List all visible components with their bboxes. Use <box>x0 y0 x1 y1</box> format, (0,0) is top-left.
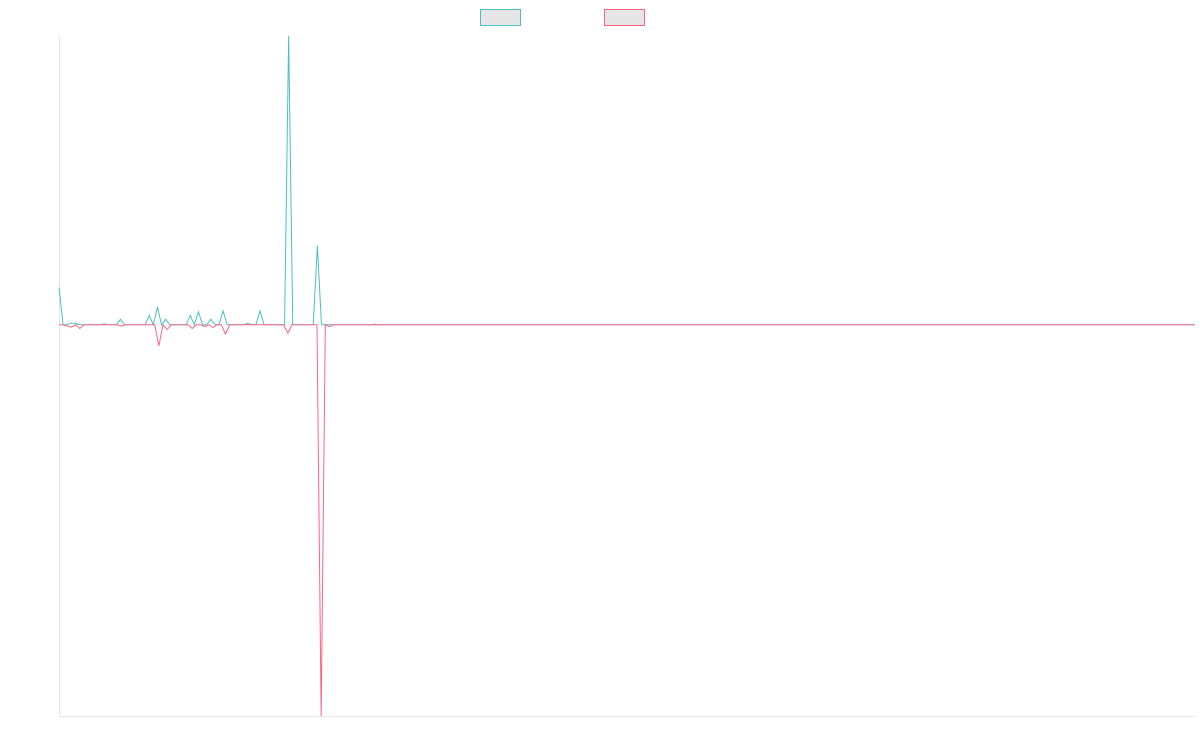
series-layer <box>58 35 1195 717</box>
series-line-1 <box>58 35 1195 327</box>
legend-swatch-series-2[interactable] <box>604 9 645 26</box>
legend-swatch-series-1[interactable] <box>480 9 521 26</box>
series-line-2 <box>59 323 1195 717</box>
